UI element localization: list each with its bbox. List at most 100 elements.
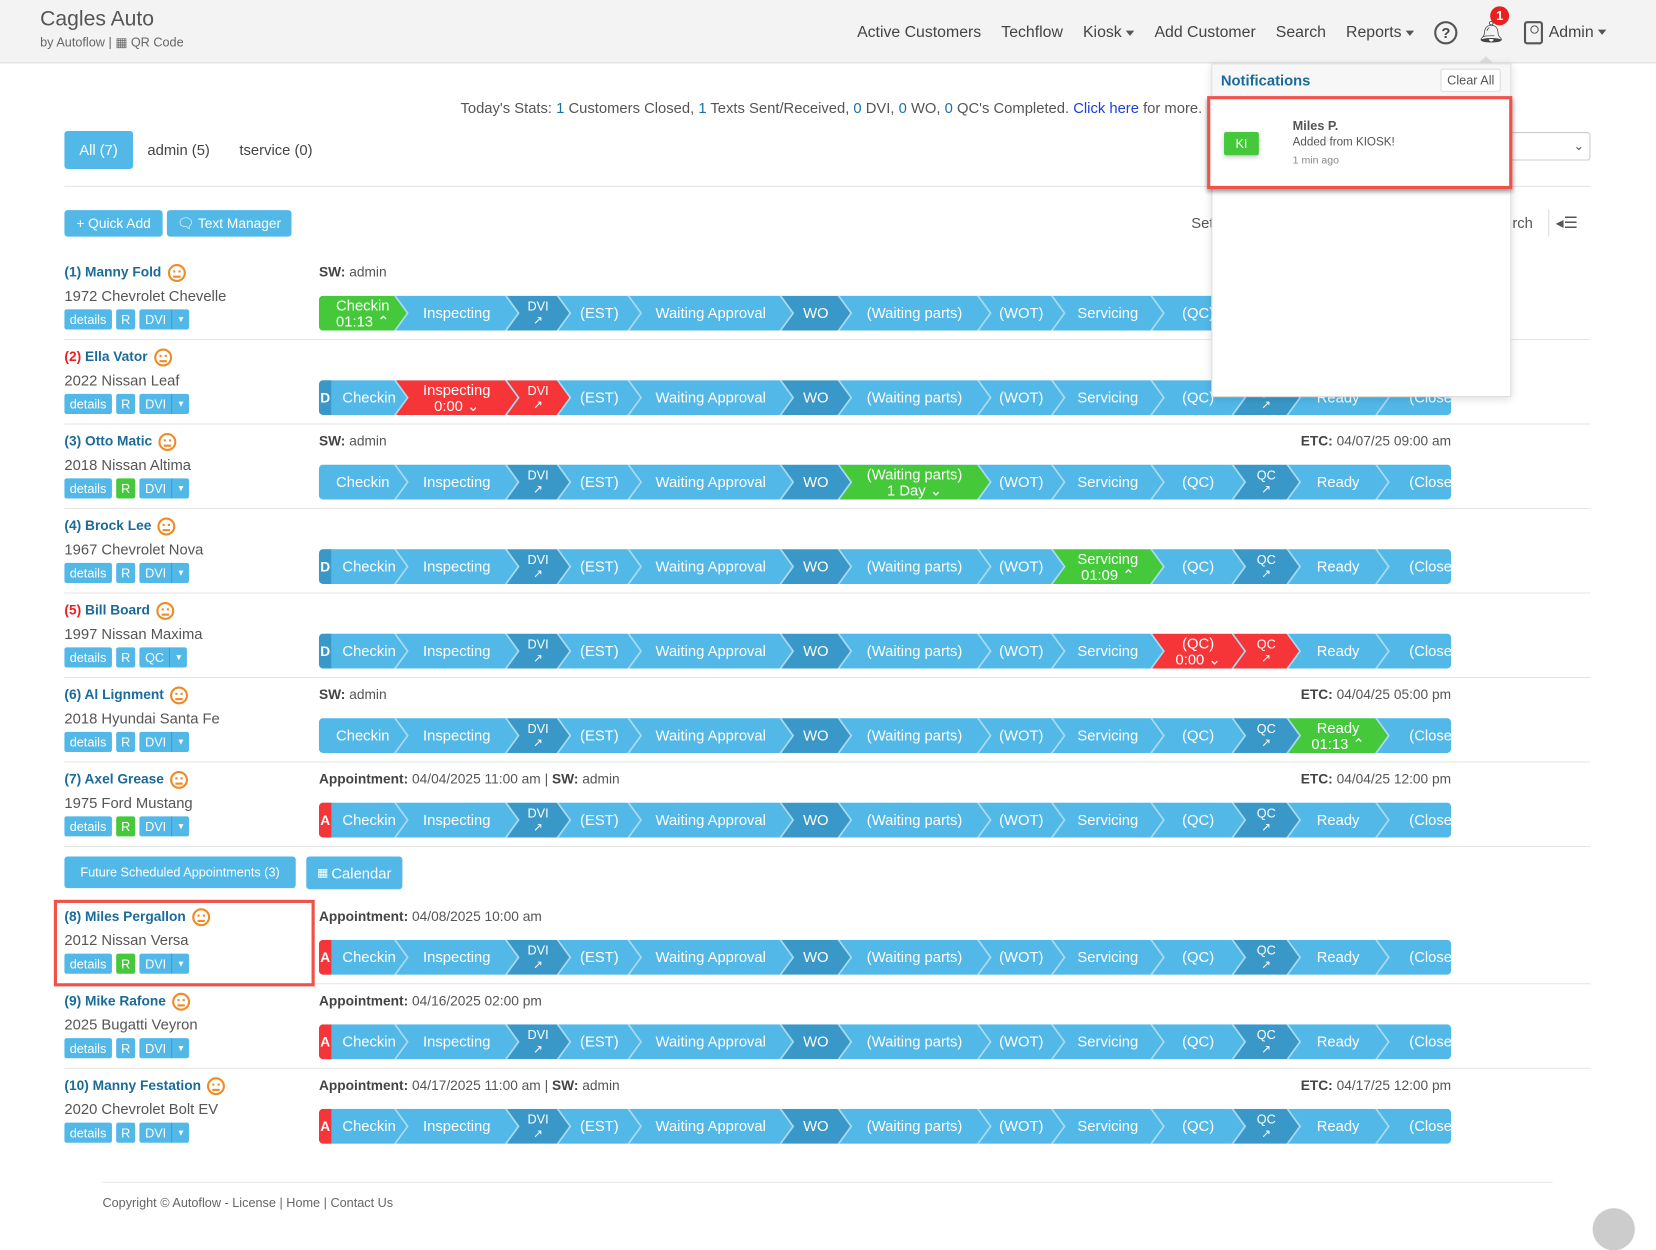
stage-est[interactable]: (EST)	[559, 296, 640, 331]
dvi-button-label[interactable]: DVI	[145, 956, 167, 972]
external-link-icon[interactable]: ↗	[533, 483, 543, 497]
sentiment-neutral-icon[interactable]	[207, 1077, 226, 1096]
stage-ready[interactable]: Ready	[1288, 465, 1387, 500]
dvi-button-label[interactable]: DVI	[145, 819, 167, 834]
caret-down-icon[interactable]: ▼	[171, 1038, 189, 1059]
external-link-icon[interactable]: ↗	[533, 1043, 543, 1057]
user-menu[interactable]: Admin	[1524, 20, 1606, 44]
sentiment-neutral-icon[interactable]	[170, 686, 189, 705]
stage-servicing[interactable]: Servicing	[1053, 718, 1163, 753]
external-link-icon[interactable]: ↗	[533, 958, 543, 972]
stage-checkin[interactable]: Checkin	[332, 549, 407, 584]
stage-servicing[interactable]: Servicing 01:09 ⌃	[1053, 549, 1163, 584]
external-link-icon[interactable]: ↗	[1261, 1043, 1272, 1057]
stage-ready[interactable]: Ready	[1288, 634, 1387, 669]
dvi-split-button[interactable]: DVI ▼	[139, 953, 190, 974]
stage-qc[interactable]: (QC)	[1152, 803, 1244, 838]
stage-inspecting[interactable]: Inspecting	[396, 634, 517, 669]
stage-waiting-parts[interactable]: (Waiting parts)	[840, 803, 990, 838]
external-link-icon[interactable]: ↗	[1261, 483, 1272, 497]
dvi-button-label[interactable]: DVI	[145, 1040, 167, 1056]
external-link-icon[interactable]: ↗	[1261, 568, 1272, 581]
nav-reports[interactable]: Reports	[1346, 23, 1414, 41]
details-button[interactable]: details	[64, 393, 112, 414]
stage-waiting-approval[interactable]: Waiting Approval	[629, 465, 792, 500]
tab-tservice[interactable]: tservice (0)	[239, 141, 313, 159]
r-button[interactable]: R	[115, 478, 136, 499]
stage-checkin[interactable]: Checkin	[319, 718, 407, 753]
stage-est[interactable]: (EST)	[559, 634, 640, 669]
stage-close[interactable]: (Close)	[1377, 1024, 1452, 1060]
stage-dvi[interactable]: DVI ↗	[507, 465, 569, 500]
notifications-bell[interactable]: 🔔︎ 1	[1478, 6, 1510, 45]
future-appointments-button[interactable]: Future Scheduled Appointments (3)	[64, 856, 296, 889]
stage-checkin[interactable]: Checkin	[332, 1109, 407, 1144]
stage-ready[interactable]: Ready	[1288, 1024, 1387, 1059]
dvi-button-label[interactable]: DVI	[145, 312, 167, 327]
stage-servicing[interactable]: Servicing	[1053, 940, 1163, 975]
qr-code-link[interactable]: ▦ QR Code	[115, 35, 183, 50]
stage-est[interactable]: (EST)	[559, 549, 640, 584]
stage-waiting-approval[interactable]: Waiting Approval	[629, 718, 792, 753]
stage-inspecting[interactable]: Inspecting	[396, 1109, 517, 1144]
sidebar-toggle-icon[interactable]: ◂☰	[1555, 214, 1578, 233]
caret-down-icon[interactable]: ▼	[171, 309, 189, 330]
stage-wot[interactable]: (WOT)	[979, 803, 1063, 838]
stage-wot[interactable]: (WOT)	[979, 549, 1063, 584]
tab-all[interactable]: All (7)	[64, 130, 133, 169]
details-button[interactable]: details	[64, 1122, 112, 1143]
caret-down-icon[interactable]: ▼	[171, 731, 189, 752]
nav-search[interactable]: Search	[1275, 23, 1326, 42]
external-link-icon[interactable]: ↗	[533, 737, 543, 750]
details-button[interactable]: details	[64, 953, 112, 974]
r-button[interactable]: R	[115, 731, 136, 752]
stage-est[interactable]: (EST)	[559, 465, 640, 500]
stage-checkin[interactable]: Checkin	[332, 803, 407, 838]
tab-admin[interactable]: admin (5)	[147, 141, 210, 159]
stage-inspecting[interactable]: Inspecting	[396, 1024, 517, 1059]
stage-waiting-parts[interactable]: (Waiting parts)	[840, 1024, 990, 1059]
quick-add-button[interactable]: + Quick Add	[64, 210, 163, 237]
r-button[interactable]: R	[115, 1038, 136, 1059]
stage-close[interactable]: (Close)	[1377, 802, 1452, 838]
stage-qc[interactable]: (QC)	[1152, 940, 1244, 975]
external-link-icon[interactable]: ↗	[533, 1127, 543, 1141]
stage-servicing[interactable]: Servicing	[1053, 380, 1163, 415]
stage-wot[interactable]: (WOT)	[979, 465, 1063, 500]
stage-est[interactable]: (EST)	[559, 803, 640, 838]
stage-est[interactable]: (EST)	[559, 1024, 640, 1059]
stage-waiting-parts[interactable]: (Waiting parts)	[840, 940, 990, 975]
stage-qc[interactable]: (QC)	[1152, 549, 1244, 584]
stage-ready[interactable]: Ready	[1288, 1109, 1387, 1144]
stage-waiting-parts[interactable]: (Waiting parts)	[840, 1109, 990, 1144]
stage-waiting-parts[interactable]: (Waiting parts)	[840, 718, 990, 753]
stage-qc[interactable]: (QC)	[1152, 718, 1244, 753]
stage-checkin[interactable]: Checkin	[319, 465, 407, 500]
sentiment-neutral-icon[interactable]	[172, 992, 191, 1011]
nav-active-customers[interactable]: Active Customers	[857, 23, 982, 42]
stage-waiting-parts[interactable]: (Waiting parts)	[840, 549, 990, 584]
external-link-icon[interactable]: ↗	[533, 821, 543, 835]
stage-waiting-approval[interactable]: Waiting Approval	[629, 549, 792, 584]
details-button[interactable]: details	[64, 816, 112, 837]
text-manager-button[interactable]: 🗨︎ Text Manager	[166, 210, 292, 237]
external-link-icon[interactable]: ↗	[533, 399, 543, 412]
stage-servicing[interactable]: Servicing	[1053, 465, 1163, 500]
caret-down-icon[interactable]: ▼	[171, 816, 189, 837]
caret-down-icon[interactable]: ▼	[169, 647, 187, 668]
stage-inspecting[interactable]: Inspecting	[396, 465, 517, 500]
stage-inspecting[interactable]: Inspecting	[396, 718, 517, 753]
stage-close[interactable]: (Close)	[1377, 939, 1452, 975]
external-link-icon[interactable]: ↗	[1261, 737, 1272, 750]
stage-servicing[interactable]: Servicing	[1053, 803, 1163, 838]
dvi-split-button[interactable]: DVI ▼	[139, 1038, 190, 1059]
help-icon[interactable]: ?	[1434, 20, 1458, 44]
dvi-split-button[interactable]: DVI ▼	[139, 562, 190, 583]
stage-est[interactable]: (EST)	[559, 380, 640, 415]
license-link[interactable]: License	[232, 1195, 276, 1211]
chat-widget-button[interactable]	[1592, 1208, 1635, 1250]
stage-waiting-approval[interactable]: Waiting Approval	[629, 380, 792, 415]
customer-name-link[interactable]: (3) Otto Matic	[64, 433, 177, 452]
stage-waiting-parts[interactable]: (Waiting parts)	[840, 380, 990, 415]
stage-waiting-parts[interactable]: (Waiting parts)	[840, 296, 990, 331]
